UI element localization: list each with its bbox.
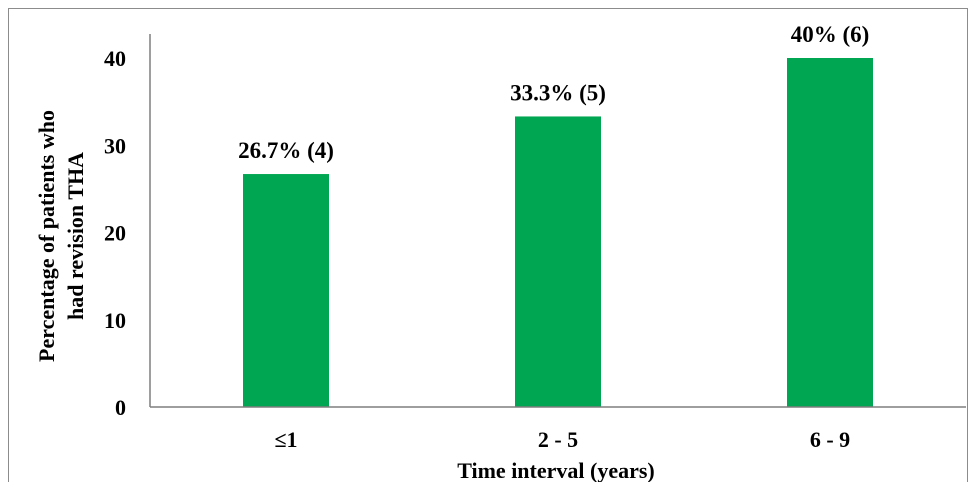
bar <box>515 116 601 408</box>
x-axis-category-labels: ≤1 2 - 5 6 - 9 <box>274 427 850 452</box>
x-category-label: ≤1 <box>274 427 297 452</box>
y-axis-title-line-2: had revision THA <box>63 152 88 320</box>
x-category-label: 6 - 9 <box>810 427 850 452</box>
y-tick-label: 0 <box>115 395 126 420</box>
x-axis-title: Time interval (years) <box>457 458 655 482</box>
bar <box>787 58 873 407</box>
y-tick-label: 20 <box>104 221 126 246</box>
y-tick-label: 30 <box>104 133 126 158</box>
bar <box>243 174 329 407</box>
y-axis-ticks: 0 10 20 30 40 <box>104 46 126 420</box>
y-axis-title: Percentage of patients who had revision … <box>34 110 88 362</box>
x-category-label: 2 - 5 <box>538 427 578 452</box>
data-label: 40% (6) <box>791 22 870 47</box>
chart-frame <box>8 8 968 482</box>
data-label: 33.3% (5) <box>510 80 606 105</box>
data-labels: 26.7% (4) 33.3% (5) 40% (6) <box>238 22 869 163</box>
y-axis-title-line-1: Percentage of patients who <box>34 110 59 362</box>
bars <box>243 58 873 408</box>
y-tick-label: 10 <box>104 308 126 333</box>
data-label: 26.7% (4) <box>238 138 334 163</box>
y-tick-label: 40 <box>104 46 126 71</box>
